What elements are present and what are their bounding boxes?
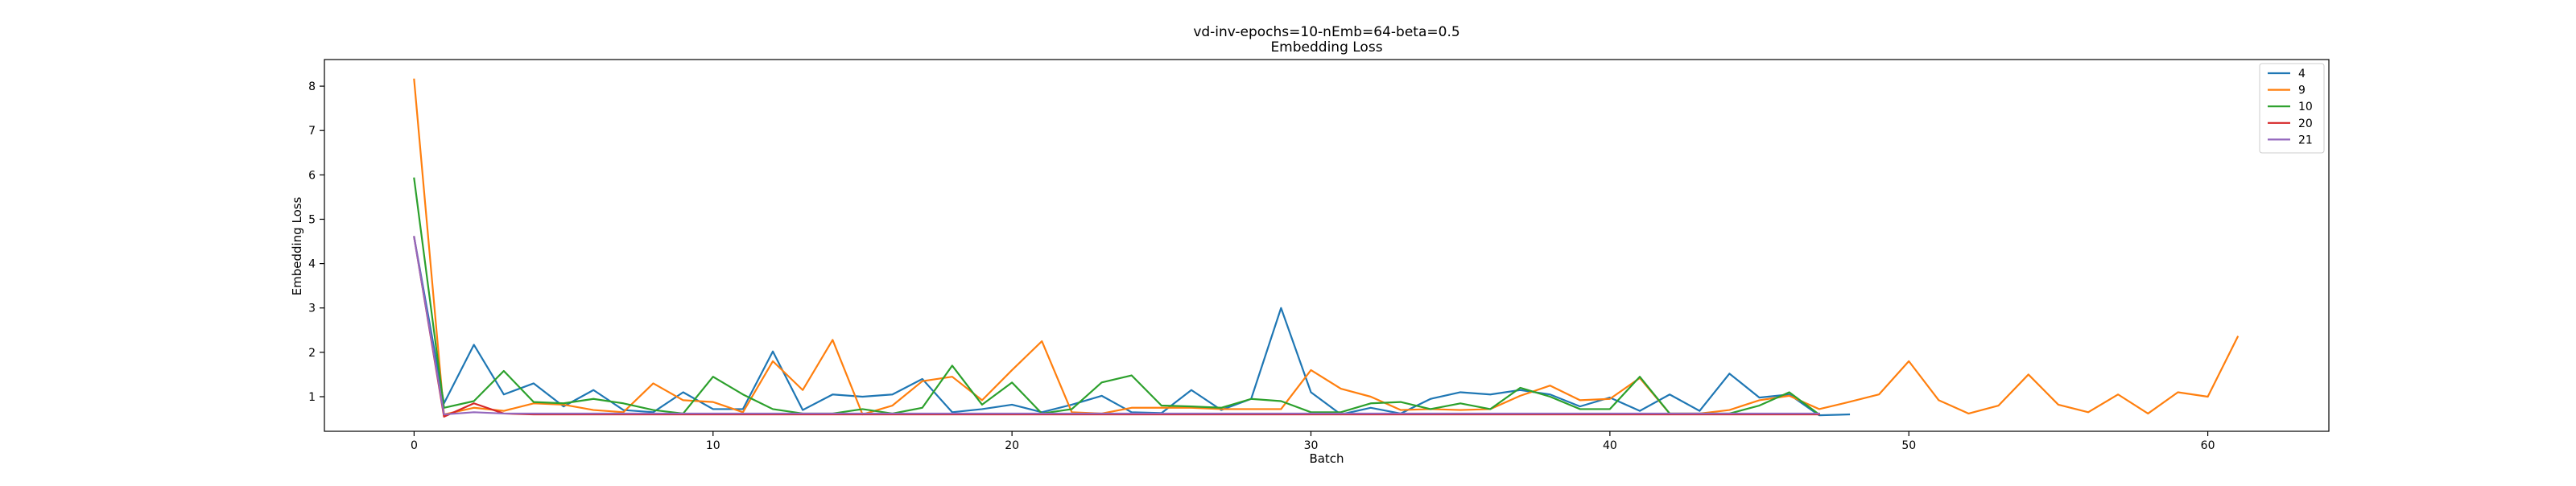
legend-label-9: 9	[2298, 84, 2306, 97]
x-tick-label-50: 50	[1901, 439, 1916, 452]
y-tick-label-3: 3	[308, 303, 316, 315]
x-tick-label-0: 0	[411, 439, 418, 452]
chart-title: vd-inv-epochs=10-nEmb=64-beta=0.5	[1193, 24, 1459, 40]
series-line-20	[413, 236, 1820, 418]
axes-frame	[324, 59, 2330, 432]
legend-label-20: 20	[2298, 117, 2313, 130]
legend-label-4: 4	[2298, 68, 2306, 80]
y-tick-label-4: 4	[308, 258, 316, 271]
series-line-10	[413, 177, 1821, 416]
y-axis-label: Embedding Loss	[290, 196, 304, 295]
y-tick-label-6: 6	[308, 169, 316, 182]
x-tick-label-60: 60	[2201, 439, 2215, 452]
series-line-9	[413, 78, 2240, 416]
x-axis-label: Batch	[1309, 451, 1344, 466]
x-tick-label-10: 10	[706, 439, 720, 452]
legend-label-21: 21	[2298, 134, 2313, 146]
chart-subtitle: Embedding Loss	[1270, 39, 1382, 56]
series-line-21	[413, 236, 1820, 416]
plot-area: 0 10 20 30 40 50 60 1 2 3 4 5 6 7 8	[308, 59, 2330, 452]
x-tick-label-40: 40	[1603, 439, 1617, 452]
x-tick-label-30: 30	[1304, 439, 1319, 452]
x-tick-label-20: 20	[1005, 439, 1019, 452]
legend-box	[2259, 63, 2325, 154]
legend-label-10: 10	[2298, 101, 2313, 113]
y-tick-label-8: 8	[308, 80, 316, 93]
y-tick-label-5: 5	[308, 213, 316, 226]
legend: 4 9 10 20 21	[2259, 63, 2325, 154]
series-line-4	[413, 236, 1851, 417]
y-tick-label-1: 1	[308, 391, 316, 404]
y-tick-label-2: 2	[308, 347, 316, 360]
y-tick-label-7: 7	[308, 125, 316, 138]
